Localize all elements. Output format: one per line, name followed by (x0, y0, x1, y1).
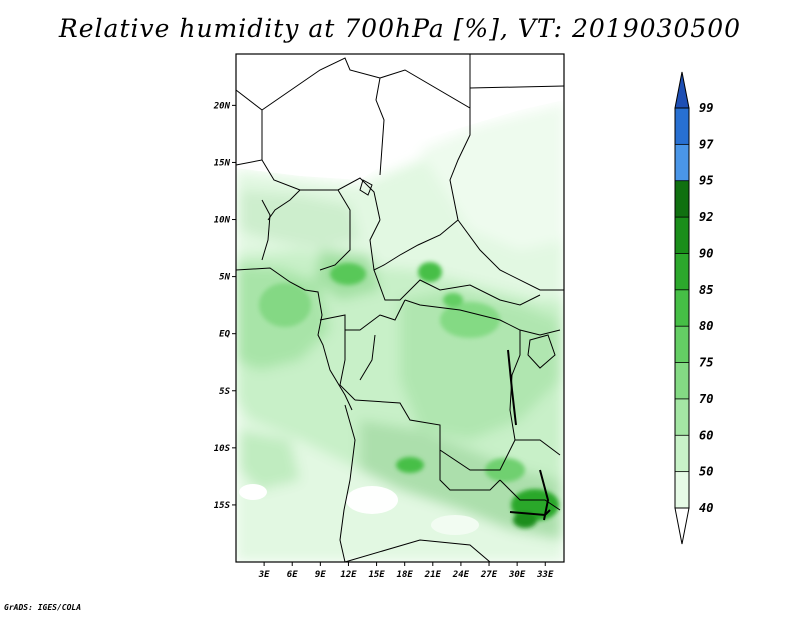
lon-tick-label: 27E (480, 570, 498, 580)
colorbar-segment (675, 253, 689, 290)
map-title: Relative humidity at 700hPa [%], VT: 201… (58, 14, 742, 43)
lat-tick-label: 20N (213, 101, 231, 111)
colorbar-segment (675, 144, 689, 181)
colorbar-label: 97 (699, 137, 714, 151)
lat-tick-label: 15S (214, 501, 231, 511)
lon-tick-label: 18E (397, 570, 414, 580)
country-borders (236, 54, 564, 562)
colorbar-label: 80 (699, 319, 713, 333)
colorbar-segment (675, 180, 689, 218)
grads-credit: GrADS: IGES/COLA (4, 603, 82, 612)
colorbar-label: 95 (699, 174, 713, 188)
lat-tick-label: 5N (219, 273, 230, 283)
colorbar-lower-triangle (674, 507, 690, 545)
colorbar-label: 50 (699, 465, 713, 479)
colorbar-segment (675, 289, 689, 327)
map-frame (235, 53, 565, 563)
colorbar-label: 99 (699, 101, 713, 115)
humidity-field (236, 54, 564, 562)
colorbar-segment (675, 435, 689, 472)
colorbar-label: 70 (699, 392, 713, 406)
latitude-axis: 20N 15N 10N 5N EQ 5S 10S 15S (213, 101, 236, 511)
lon-tick-label: 33E (536, 570, 554, 580)
lon-tick-label: 12E (340, 570, 357, 580)
lon-tick-label: 21E (424, 570, 442, 580)
colorbar-label: 60 (699, 428, 713, 442)
colorbar-label: 75 (699, 356, 713, 370)
colorbar-segment (675, 398, 689, 436)
lon-tick-label: 24E (452, 570, 470, 580)
lon-tick-label: 3E (258, 570, 270, 580)
colorbar-segment (675, 326, 689, 363)
lon-tick-label: 30E (508, 570, 526, 580)
lon-tick-label: 9E (315, 570, 326, 580)
lat-tick-label: 10N (214, 216, 231, 226)
colorbar-label: 90 (699, 246, 713, 260)
lon-tick-label: 6E (287, 570, 298, 580)
lat-tick-label: 15N (214, 158, 231, 168)
colorbar-label: 85 (699, 283, 713, 297)
colorbar-segment (675, 108, 689, 145)
colorbar-segment (675, 471, 689, 508)
colorbar: 40 50 60 70 75 80 85 90 92 95 97 99 (674, 71, 714, 545)
colorbar-segment (675, 362, 689, 399)
lat-tick-label: 5S (219, 387, 230, 397)
lat-tick-label: 10S (214, 444, 231, 454)
lon-tick-label: 15E (368, 570, 385, 580)
colorbar-segment (675, 217, 689, 254)
colorbar-upper-triangle (674, 71, 690, 109)
longitude-axis: 3E 6E 9E 12E 15E 18E 21E 24E 27E 30E 33E (258, 562, 554, 580)
colorbar-label: 40 (699, 501, 713, 515)
lat-tick-label: EQ (219, 330, 230, 340)
colorbar-label: 92 (699, 210, 713, 224)
